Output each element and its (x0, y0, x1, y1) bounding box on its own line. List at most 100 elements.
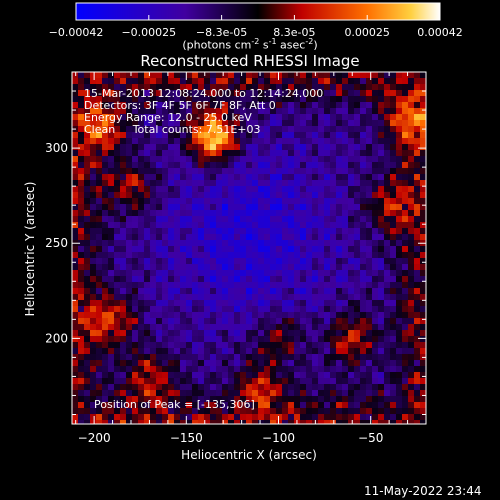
heatmap-pixel (198, 192, 205, 199)
heatmap-pixel (102, 402, 109, 409)
heatmap-pixel (360, 246, 367, 253)
heatmap-pixel (192, 378, 199, 385)
heatmap-pixel (258, 216, 265, 223)
heatmap-pixel (282, 84, 289, 91)
heatmap-pixel (240, 132, 247, 139)
heatmap-pixel (126, 408, 133, 415)
heatmap-pixel (240, 72, 247, 79)
heatmap-pixel (132, 204, 139, 211)
heatmap-pixel (288, 126, 295, 133)
heatmap-pixel (306, 222, 313, 229)
heatmap-pixel (396, 354, 403, 361)
heatmap-pixel (372, 204, 379, 211)
heatmap-pixel (132, 306, 139, 313)
heatmap-pixel (312, 102, 319, 109)
heatmap-pixel (78, 330, 85, 337)
heatmap-pixel (402, 372, 409, 379)
heatmap-pixel (150, 252, 157, 259)
heatmap-pixel (96, 318, 103, 325)
heatmap-pixel (216, 204, 223, 211)
heatmap-pixel (228, 132, 235, 139)
heatmap-pixel (210, 138, 217, 145)
heatmap-pixel (402, 108, 409, 115)
heatmap-pixel (252, 324, 259, 331)
heatmap-pixel (72, 318, 79, 325)
heatmap-pixel (276, 306, 283, 313)
heatmap-pixel (306, 294, 313, 301)
heatmap-pixel (354, 216, 361, 223)
heatmap-pixel (150, 396, 157, 403)
heatmap-pixel (240, 336, 247, 343)
heatmap-pixel (198, 336, 205, 343)
heatmap-pixel (162, 132, 169, 139)
heatmap-pixel (396, 330, 403, 337)
heatmap-pixel (192, 228, 199, 235)
heatmap-pixel (324, 198, 331, 205)
heatmap-pixel (156, 186, 163, 193)
heatmap-pixel (90, 186, 97, 193)
heatmap-pixel (300, 288, 307, 295)
heatmap-pixel (282, 96, 289, 103)
heatmap-pixel (294, 120, 301, 127)
heatmap-pixel (354, 318, 361, 325)
heatmap-pixel (192, 246, 199, 253)
heatmap-pixel (252, 348, 259, 355)
heatmap-pixel (114, 72, 121, 79)
heatmap-pixel (372, 372, 379, 379)
heatmap-pixel (396, 90, 403, 97)
colorbar-tick-label: 0.00042 (417, 26, 463, 39)
heatmap-pixel (156, 174, 163, 181)
heatmap-pixel (222, 180, 229, 187)
heatmap-pixel (264, 324, 271, 331)
heatmap-pixel (324, 270, 331, 277)
heatmap-pixel (324, 282, 331, 289)
heatmap-pixel (222, 378, 229, 385)
heatmap-pixel (318, 228, 325, 235)
heatmap-pixel (192, 102, 199, 109)
heatmap-pixel (78, 312, 85, 319)
heatmap-pixel (270, 216, 277, 223)
colorbar-ticks: −0.00042 −0.00025 −8.3e-05 8.3e-05 0.00025 0.… (49, 15, 463, 39)
heatmap-pixel (150, 366, 157, 373)
heatmap-pixel (258, 150, 265, 157)
heatmap-pixel (174, 84, 181, 91)
heatmap-pixel (378, 132, 385, 139)
heatmap-pixel (78, 192, 85, 199)
heatmap-pixel (228, 312, 235, 319)
heatmap-pixel (84, 120, 91, 127)
heatmap-pixel (84, 186, 91, 193)
heatmap-pixel (216, 210, 223, 217)
heatmap-pixel (288, 330, 295, 337)
heatmap-pixel (258, 240, 265, 247)
heatmap-pixel (390, 318, 397, 325)
heatmap-pixel (372, 402, 379, 409)
heatmap-pixel (336, 198, 343, 205)
heatmap-pixel (330, 258, 337, 265)
heatmap-pixel (228, 330, 235, 337)
heatmap-pixel (228, 336, 235, 343)
heatmap-pixel (180, 294, 187, 301)
heatmap-pixel (342, 186, 349, 193)
heatmap-pixel (384, 318, 391, 325)
heatmap-pixel (270, 324, 277, 331)
heatmap-pixel (360, 234, 367, 241)
heatmap-pixel (276, 144, 283, 151)
heatmap-pixel (288, 294, 295, 301)
heatmap-pixel (132, 78, 139, 85)
heatmap-pixel (144, 192, 151, 199)
heatmap-pixel (204, 150, 211, 157)
heatmap-pixel (324, 174, 331, 181)
heatmap-pixel (300, 108, 307, 115)
heatmap-pixel (408, 318, 415, 325)
heatmap-pixel (384, 408, 391, 415)
heatmap-pixel (144, 288, 151, 295)
heatmap-pixel (72, 324, 79, 331)
heatmap-pixel (378, 420, 385, 424)
heatmap-pixel (186, 258, 193, 265)
heatmap-pixel (300, 198, 307, 205)
heatmap-pixel (408, 360, 415, 367)
heatmap-pixel (408, 246, 415, 253)
heatmap-pixel (390, 300, 397, 307)
heatmap-pixel (258, 204, 265, 211)
heatmap-pixel (102, 186, 109, 193)
